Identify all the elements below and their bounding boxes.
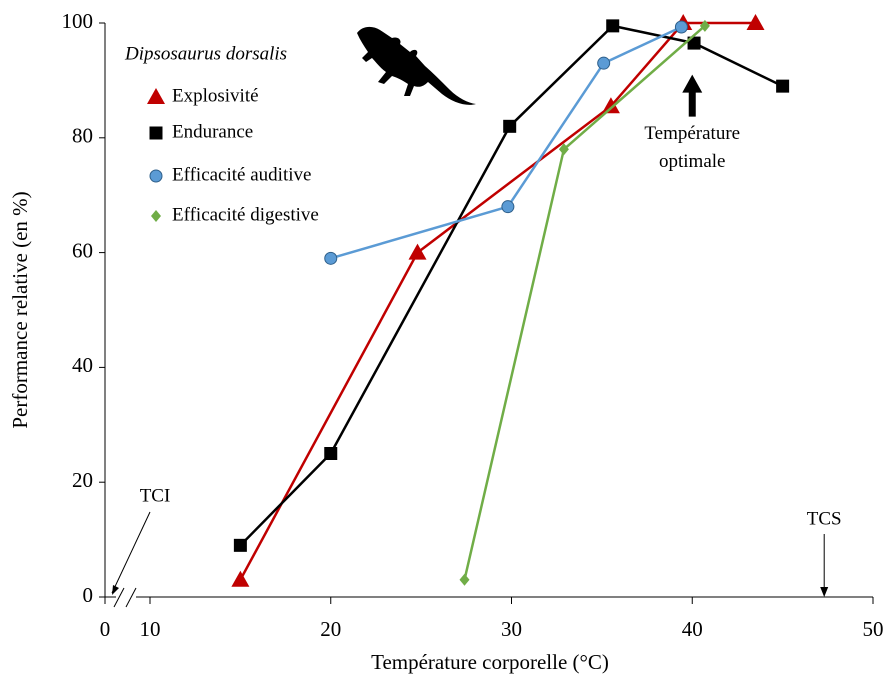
data-point bbox=[597, 56, 611, 70]
series bbox=[233, 19, 790, 552]
arrow-head bbox=[112, 585, 119, 595]
legend-marker bbox=[149, 126, 163, 140]
x-tick-label: 30 bbox=[501, 617, 522, 641]
data-point bbox=[674, 20, 688, 34]
axis-break bbox=[125, 587, 137, 608]
data-point bbox=[699, 19, 710, 32]
data-point bbox=[776, 79, 790, 93]
data-point bbox=[231, 570, 250, 587]
y-tick-label: 60 bbox=[72, 238, 93, 262]
legend-label: Efficacité auditive bbox=[172, 164, 311, 185]
series-line bbox=[463, 24, 706, 581]
y-tick-label: 20 bbox=[72, 468, 93, 492]
lizard-icon bbox=[357, 26, 476, 105]
legend-label: Explosivité bbox=[172, 85, 259, 106]
annotation-arrow bbox=[111, 511, 151, 594]
series bbox=[459, 19, 710, 586]
x-tick-label: 0 bbox=[100, 617, 111, 641]
y-tick-label: 100 bbox=[62, 9, 94, 33]
data-point bbox=[558, 143, 569, 156]
data-point bbox=[601, 97, 620, 114]
y-axis-label: Performance relative (en %) bbox=[8, 191, 32, 428]
arrow-head bbox=[820, 587, 829, 597]
x-tick-label: 10 bbox=[140, 617, 161, 641]
series-line bbox=[239, 21, 756, 581]
x-tick-label: 40 bbox=[682, 617, 703, 641]
legend-marker bbox=[151, 210, 161, 222]
annotation: optimale bbox=[659, 151, 725, 172]
annotation: Température bbox=[644, 123, 740, 144]
data-point bbox=[233, 538, 247, 552]
data-point bbox=[501, 200, 515, 214]
data-point bbox=[324, 447, 338, 460]
series-line bbox=[239, 24, 784, 547]
series-line bbox=[330, 25, 682, 260]
x-axis-label: Température corporelle (°C) bbox=[371, 650, 609, 674]
data-point bbox=[459, 573, 470, 586]
y-tick-label: 80 bbox=[72, 124, 93, 148]
legend-label: Endurance bbox=[172, 121, 253, 142]
x-tick-label: 50 bbox=[863, 617, 884, 641]
annotation: TCI bbox=[140, 485, 171, 506]
series bbox=[231, 14, 765, 587]
axis-break bbox=[113, 587, 125, 608]
annotation: TCS bbox=[807, 508, 842, 529]
legend-marker bbox=[149, 169, 163, 183]
legend-label: Efficacité digestive bbox=[172, 204, 319, 225]
y-tick-label: 0 bbox=[83, 583, 94, 607]
series bbox=[324, 20, 688, 265]
data-point bbox=[746, 14, 765, 30]
y-tick-label: 40 bbox=[72, 353, 93, 377]
x-tick-label: 20 bbox=[320, 617, 341, 641]
data-point bbox=[606, 19, 620, 33]
data-point bbox=[324, 251, 338, 265]
data-point bbox=[408, 243, 427, 260]
data-point bbox=[503, 119, 517, 133]
optimum-arrow bbox=[682, 74, 703, 117]
legend-title: Dipsosaurus dorsalis bbox=[124, 43, 287, 64]
legend-marker bbox=[147, 88, 165, 104]
